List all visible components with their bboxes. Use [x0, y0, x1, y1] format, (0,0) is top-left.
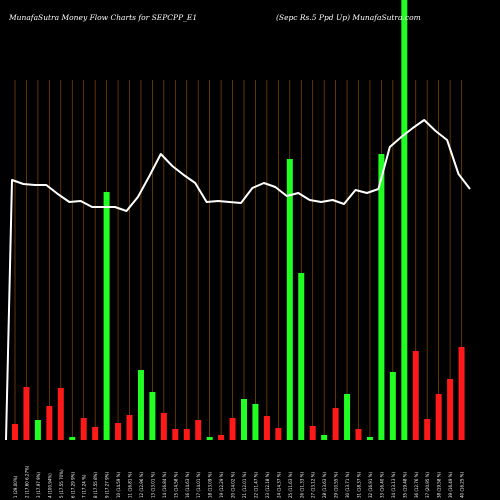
volume-bar: [34, 420, 41, 440]
volume-bar: [378, 154, 385, 440]
x-tick-label: 24 (14.37 %): [276, 472, 281, 498]
volume-bar: [298, 273, 305, 440]
x-tick-label: 37 (20.95 %): [425, 472, 430, 498]
volume-bar: [332, 408, 339, 440]
x-tick-label: 6 (17.29 9%): [70, 472, 75, 498]
x-tick-label: 34 (13.13 %): [391, 472, 396, 498]
x-tick-label: 9 (17.27 9%): [105, 472, 110, 498]
volume-bar: [309, 426, 316, 440]
x-tick-label: 28 (13.63 %): [322, 472, 327, 498]
volume-bar: [263, 416, 270, 440]
volume-bar: [321, 435, 328, 440]
volume-bar: [80, 418, 87, 440]
volume-bar: [57, 388, 64, 440]
x-tick-label: 10 (14.59 %): [116, 472, 121, 498]
x-tick-label: 25 (11.63 %): [288, 472, 293, 498]
volume-bar: [286, 159, 293, 440]
x-tick-label: 5 (17.55 70%): [59, 469, 64, 498]
x-tick-label: 21 (12.01 %): [242, 472, 247, 498]
volume-bar: [115, 423, 122, 440]
volume-bars: [12, 0, 465, 440]
x-tick-label: 23 (12.18 %): [265, 472, 270, 498]
volume-bar: [424, 419, 431, 440]
volume-bar: [12, 424, 18, 440]
volume-bar: [458, 347, 465, 440]
volume-bar: [183, 429, 190, 440]
x-tick-label: 33 (16.40 %): [379, 472, 384, 498]
x-tick-label: 2 (17.60 6.27%): [24, 465, 29, 498]
volume-bar: [447, 379, 454, 440]
volume-bar: [366, 437, 373, 440]
chart-source: (Sepc Rs.5 Ppd Up) MunafaSutra.com: [276, 13, 421, 22]
x-tick-label: 30 (13.71 %): [345, 472, 350, 498]
volume-bar: [412, 351, 419, 440]
volume-bar: [126, 415, 133, 440]
x-tick-label: 17 (14.01 %): [196, 472, 201, 498]
volume-bar: [218, 435, 225, 440]
volume-bar: [241, 399, 247, 440]
volume-bar: [160, 413, 167, 440]
x-tick-labels: 1 (29.00%) 2 (17.60 6.27%) 3 (17.97 9%) 4 (…: [13, 465, 465, 498]
x-tick-label: 39 (16.49 %): [448, 472, 453, 498]
x-tick-label: 8 (17.55 8%): [93, 472, 98, 498]
x-tick-label: 35 (19.48 %): [402, 472, 407, 498]
x-tick-label: 40 (16.25 %): [460, 472, 465, 498]
x-tick-label: 22 (11.47 %): [253, 472, 258, 498]
price-line: [5, 119, 471, 441]
x-tick-label: 26 (11.33 %): [299, 472, 304, 498]
volume-bar: [172, 429, 179, 440]
x-tick-label: 4 (100.94%): [47, 473, 52, 498]
volume-bar: [435, 394, 442, 440]
x-tick-label: 29 (10.55 %): [334, 472, 339, 498]
volume-bar: [92, 427, 99, 440]
volume-bar: [206, 437, 213, 440]
x-tick-label: 15 (14.58 %): [173, 472, 178, 498]
chart-title: MunafaSutra Money Flow Charts for SEPCPP…: [9, 13, 198, 22]
volume-bar: [229, 418, 236, 440]
volume-bar: [103, 192, 110, 440]
volume-bar: [401, 0, 408, 440]
volume-bar: [23, 387, 30, 440]
x-tick-label: 12 (12.96 %): [139, 472, 144, 498]
volume-bar: [344, 394, 351, 440]
volume-bar: [46, 406, 53, 440]
x-tick-label: 27 (13.12 %): [311, 472, 316, 498]
volume-bar: [195, 420, 202, 440]
volume-bar: [69, 437, 76, 440]
x-tick-label: 31 (18.37 %): [357, 472, 362, 498]
volume-bar: [252, 404, 259, 440]
x-tick-label: 3 (17.97 9%): [36, 472, 41, 498]
x-tick-label: 11 (16.81 %): [128, 472, 133, 498]
x-tick-label: 7 (17.24 %): [82, 474, 87, 498]
x-tick-label: 20 (14.02 %): [231, 472, 236, 498]
x-tick-label: 18 (13.09 %): [208, 472, 213, 498]
volume-bar: [149, 392, 156, 440]
x-tick-label: 38 (19.58 %): [437, 472, 442, 498]
volume-bar: [137, 370, 144, 440]
x-tick-label: 32 (16.91 %): [368, 472, 373, 498]
x-tick-label: 1 (29.00%): [13, 475, 18, 498]
volume-bar: [389, 372, 396, 440]
volume-bar: [275, 428, 282, 440]
x-tick-label: 14 (16.84 %): [162, 472, 167, 498]
x-tick-label: 19 (12.29 %): [219, 472, 224, 498]
price-line-layer: [5, 119, 471, 441]
x-tick-label: 36 (12.76 %): [414, 472, 419, 498]
volume-bar: [355, 429, 362, 440]
x-tick-label: 13 (13.01 %): [150, 472, 155, 498]
x-tick-label: 16 (14.63 %): [185, 472, 190, 498]
